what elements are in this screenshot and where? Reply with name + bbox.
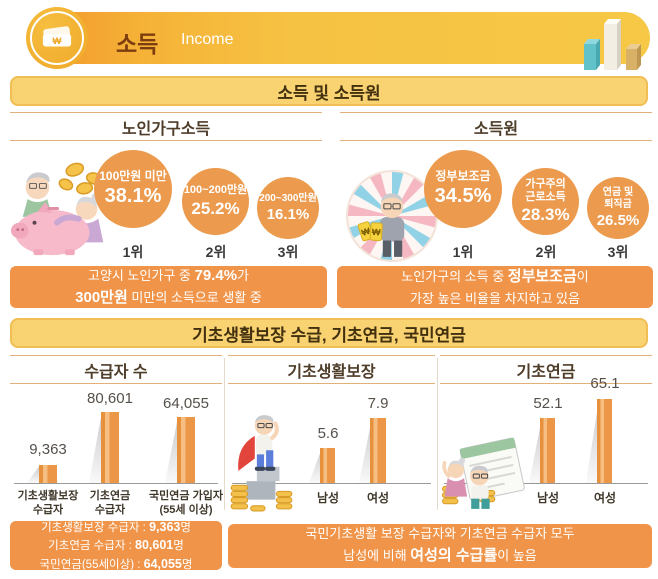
rank-label: 3위 xyxy=(607,244,629,260)
source-note-box: 노인가구의 소득 중 정부보조금이 가장 높은 비율을 차지하고 있음 xyxy=(337,266,653,308)
bubble-percent: 25.2% xyxy=(191,198,240,218)
cape-man-coins-illustration xyxy=(230,415,293,512)
x-tick-label: 기초생활보장 수급자 xyxy=(17,490,79,517)
rank-label: 1위 xyxy=(122,244,144,260)
piggy-bank-couple-illustration xyxy=(10,162,104,256)
panel-income-source: 소득원 xyxy=(340,112,652,262)
x-tick-label: 여성 xyxy=(593,491,617,505)
bubble-percent: 34.5% xyxy=(434,185,492,208)
note-line: 기초생활보장 수급자 : 9,363명 xyxy=(41,519,191,534)
x-axis xyxy=(14,483,218,484)
x-axis xyxy=(232,483,431,484)
bar-value: 7.9 xyxy=(367,395,389,412)
chart-title: 수급자 수 xyxy=(10,355,222,384)
money-man-illustration: ₩ ₩ xyxy=(346,170,438,262)
page-title: 소득 xyxy=(116,31,159,57)
chart-title: 기초생활보장 xyxy=(228,355,435,384)
chart-title: 기초연금 xyxy=(440,355,652,384)
svg-text:₩: ₩ xyxy=(372,227,382,238)
chart-basic-pension-by-gender: 기초연금 xyxy=(440,355,652,515)
bubble-label: 100만원 미만 xyxy=(99,168,167,183)
header-band xyxy=(30,12,650,64)
income-bubble-rank3: 200~300만원 16.1% xyxy=(257,177,319,239)
rank-label: 2위 xyxy=(205,244,227,260)
bubble-percent: 28.3% xyxy=(521,205,570,225)
rank-label: 3위 xyxy=(277,244,299,260)
bar-value: 9,363 xyxy=(29,441,67,458)
source-bubble-rank2: 가구주의 근로소득 28.3% xyxy=(512,168,579,235)
badge-ring xyxy=(30,11,84,65)
bar-male xyxy=(540,418,555,483)
bar-value: 5.6 xyxy=(317,425,339,442)
bar-national-pension xyxy=(177,417,195,483)
bar-female xyxy=(597,399,612,483)
x-tick-label: 여성 xyxy=(366,491,390,505)
panel-title: 노인가구소득 xyxy=(10,112,322,141)
bar-chart-3d-icon xyxy=(584,19,641,70)
bubble-label: 정부보조금 xyxy=(435,168,491,183)
income-note-box: 고양시 노인가구 중 79.4%가 300만원 미만의 소득으로 생활 중 xyxy=(10,266,327,308)
note-line1: 노인가구의 소득 중 정부보조금이 xyxy=(401,268,589,285)
bar-value: 64,055 xyxy=(163,395,209,412)
gender-comparison-note-box: 국민기초생활 보장 수급자와 기초연금 수급자 모두 남성에 비해 여성의 수급… xyxy=(228,524,652,568)
x-tick-label: 남성 xyxy=(316,491,340,505)
panel-divider xyxy=(224,358,225,510)
note-line1: 고양시 노인가구 중 79.4%가 xyxy=(87,266,250,284)
note-line1: 국민기초생활 보장 수급자와 기초연금 수급자 모두 xyxy=(305,526,575,542)
section-title-pensions: 기초생활보장 수급, 기초연금, 국민연금 xyxy=(10,318,648,348)
page-title-en: Income xyxy=(181,31,234,48)
bubble-percent: 26.5% xyxy=(596,212,640,229)
bar-value: 80,601 xyxy=(87,390,133,407)
panel-divider xyxy=(437,358,438,510)
section-title-income-sources: 소득 및 소득원 xyxy=(10,76,648,106)
note-line2: 가장 높은 비율을 차지하고 있음 xyxy=(410,290,580,306)
chart-basic-livelihood-by-gender: 기초생활보장 5.6 xyxy=(228,355,435,515)
x-tick-label: 남성 xyxy=(536,491,560,505)
source-bubble-rank3: 연금 및 퇴직금 26.5% xyxy=(587,177,649,239)
note-line: 기초연금 수급자 : 80,601명 xyxy=(48,538,184,553)
bubble-label-line2: 근로소득 xyxy=(525,190,566,203)
income-bubble-rank1: 100만원 미만 38.1% xyxy=(94,150,172,228)
income-bubble-rank2: 100~200만원 25.2% xyxy=(182,168,249,235)
elderly-couple-bankbook-illustration xyxy=(442,437,525,509)
bubble-percent: 38.1% xyxy=(104,185,162,208)
x-tick-label: 국민연금 가입자 (55세 이상) xyxy=(149,490,223,517)
bubble-label: 200~300만원 xyxy=(259,192,317,204)
svg-text:₩: ₩ xyxy=(360,226,372,238)
bubble-label: 연금 및 xyxy=(602,187,634,198)
source-bubble-rank1: 정부보조금 34.5% xyxy=(424,150,502,228)
x-tick-label: 기초연금 수급자 xyxy=(89,490,131,517)
bar-female xyxy=(370,418,386,483)
bar-value: 65.1 xyxy=(590,375,620,392)
rank-label: 2위 xyxy=(535,244,557,260)
bar-value: 52.1 xyxy=(533,395,563,412)
bubble-percent: 16.1% xyxy=(266,206,310,224)
panel-elderly-household-income: 노인가구소득 xyxy=(10,112,322,260)
bar-basic-livelihood xyxy=(39,465,57,483)
x-axis xyxy=(444,483,648,484)
bubble-label: 100~200만원 xyxy=(183,184,248,197)
note-line2: 남성에 비해 여성의 수급률이 높음 xyxy=(343,547,537,565)
panel-title: 소득원 xyxy=(340,112,652,141)
note-line2: 300만원 미만의 소득으로 생활 중 xyxy=(75,289,262,306)
rank-label: 1위 xyxy=(452,244,474,260)
recipient-counts-note-box: 기초생활보장 수급자 : 9,363명 기초연금 수급자 : 80,601명 국… xyxy=(10,519,222,571)
note-line: 국민연금(55세이상) : 64,055명 xyxy=(39,556,193,571)
bar-male xyxy=(320,448,335,483)
bubble-label-line2: 퇴직금 xyxy=(604,198,632,210)
income-badge: ₩ xyxy=(26,7,88,69)
bubble-label: 가구주의 xyxy=(525,177,566,190)
chart-recipient-count: 수급자 수 9,363 80,601 64,055 기초생활보장 수급자 기초연금… xyxy=(10,355,223,517)
bar-basic-pension xyxy=(101,412,119,483)
